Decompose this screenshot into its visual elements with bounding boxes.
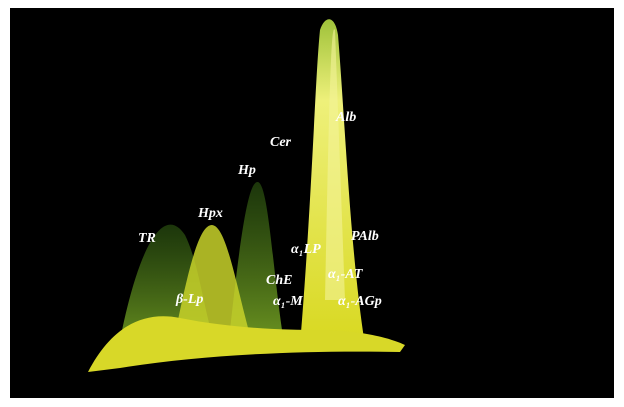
label: Hpx <box>197 206 223 221</box>
label: α₁LP <box>291 242 321 257</box>
label: α₁-AT <box>328 267 364 282</box>
label: β-Lp <box>175 292 203 307</box>
label: Hp <box>237 163 256 178</box>
label: Alb <box>335 110 356 125</box>
label: ChE <box>266 273 292 288</box>
label: PAlb <box>351 229 379 244</box>
plate-image: TR Hpx Hp Cer Alb PAlb α₁LP ChE α₁-AT α₁… <box>0 0 624 407</box>
page: TR Hpx Hp Cer Alb PAlb α₁LP ChE α₁-AT α₁… <box>0 0 624 407</box>
label: α₁-AGp <box>338 294 382 309</box>
label: TR <box>138 231 156 246</box>
label: Cer <box>270 135 292 150</box>
label: α₁-M <box>273 294 303 309</box>
